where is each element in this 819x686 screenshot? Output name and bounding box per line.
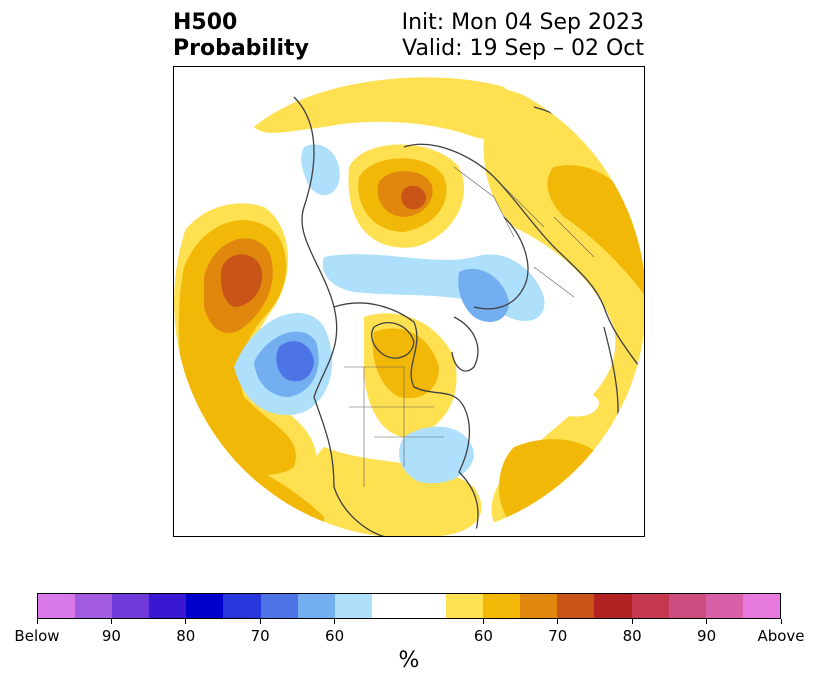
colorbar-tick-label: Above <box>757 627 805 645</box>
colorbar-tick-label: 60 <box>325 627 345 645</box>
above-65-region-canada <box>372 328 439 399</box>
colorbar-tick-label: 80 <box>176 627 196 645</box>
colorbar-tick-label: 60 <box>473 627 493 645</box>
colorbar-cell <box>38 594 76 618</box>
colorbar-cell <box>297 594 335 618</box>
colorbar-tick-mark <box>706 619 708 624</box>
colorbar-tick-label: 70 <box>250 627 270 645</box>
above-75-region-pacific <box>220 254 263 307</box>
colorbar-tick-mark <box>110 619 112 624</box>
colorbar-tick-mark <box>631 619 633 624</box>
colorbar-cell <box>557 594 595 618</box>
above-75-region-siberia <box>401 185 426 210</box>
colorbar-tick-mark <box>36 619 38 624</box>
map-panel <box>173 66 645 537</box>
colorbar-cell <box>668 594 706 618</box>
colorbar-cell <box>75 594 113 618</box>
below-60-region-eastern-us <box>399 426 474 484</box>
colorbar-cell <box>334 594 372 618</box>
colorbar-cell <box>742 594 780 618</box>
valid-range: Valid: 19 Sep – 02 Oct <box>402 36 644 61</box>
title-product: Probability <box>173 36 309 61</box>
colorbar-cell <box>186 594 224 618</box>
colorbar-tick-label: 90 <box>697 627 717 645</box>
colorbar-cell <box>408 594 447 618</box>
colorbar-cell <box>705 594 743 618</box>
colorbar-tick-label: Below <box>14 627 60 645</box>
colorbar-unit-label: % <box>398 648 420 673</box>
colorbar-tick-mark <box>185 619 187 624</box>
country-borders <box>344 166 595 487</box>
colorbar-cell <box>223 594 261 618</box>
colorbar-tick-label: 80 <box>622 627 642 645</box>
above-65-region-south-atlantic <box>499 439 614 532</box>
map-title: H500 Probability <box>173 10 309 62</box>
colorbar-cell <box>446 594 484 618</box>
near-normal-patch-atlantic <box>552 389 599 417</box>
colorbar-cell <box>594 594 632 618</box>
coastlines <box>233 86 644 536</box>
colorbar-tick-label: 90 <box>101 627 121 645</box>
colorbar-cell <box>112 594 150 618</box>
colorbar-tick-mark <box>482 619 484 624</box>
colorbar-cell <box>149 594 187 618</box>
colorbar-tick-label: 70 <box>548 627 568 645</box>
colorbar <box>37 593 781 619</box>
colorbar-cell <box>371 594 409 618</box>
below-70-region-gulf-of-alaska <box>276 341 314 382</box>
colorbar-cell <box>483 594 521 618</box>
colorbar-cell <box>631 594 669 618</box>
init-date: Init: Mon 04 Sep 2023 <box>401 10 644 35</box>
above-60-region-arctic-ring <box>254 77 519 139</box>
above-60-region-us <box>303 447 482 536</box>
probability-map <box>174 67 644 536</box>
title-variable: H500 <box>173 10 238 35</box>
colorbar-cell <box>520 594 558 618</box>
colorbar-tick-mark <box>780 619 782 624</box>
map-dates: Init: Mon 04 Sep 2023 Valid: 19 Sep – 02… <box>402 10 644 62</box>
colorbar-tick-mark <box>259 619 261 624</box>
above-65-region-europe <box>547 165 644 297</box>
colorbar-cell <box>260 594 298 618</box>
colorbar-tick-mark <box>557 619 559 624</box>
colorbar-tick-mark <box>334 619 336 624</box>
